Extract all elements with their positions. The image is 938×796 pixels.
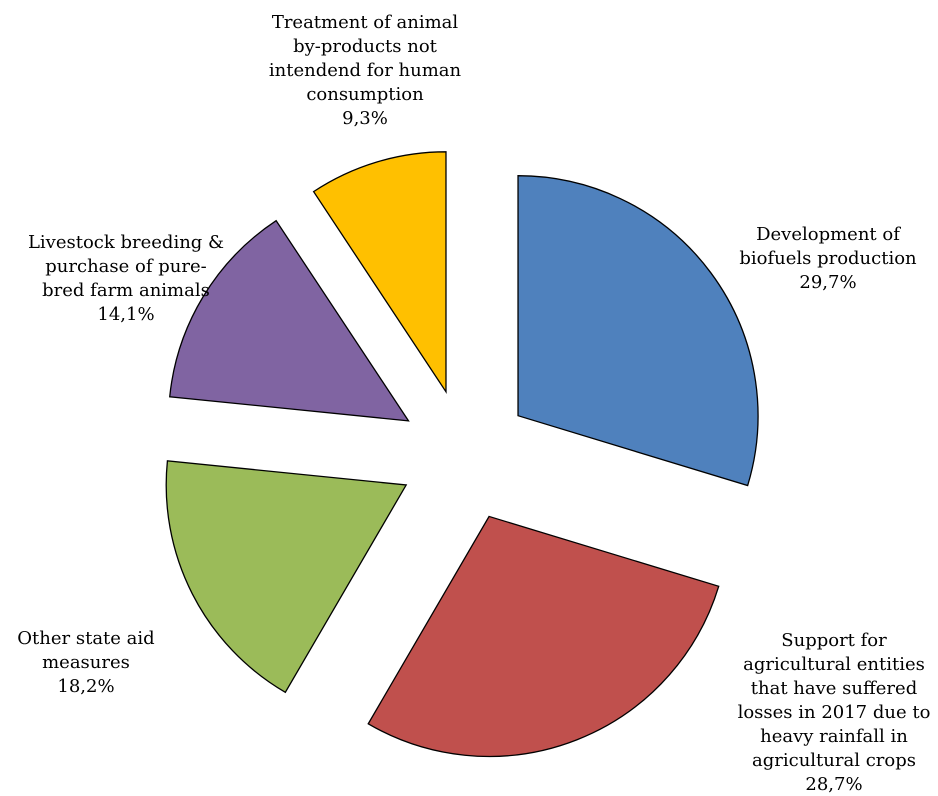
slice-label-line: consumption [306, 84, 424, 105]
pie-slice-4 [169, 219, 410, 422]
slice-label-line: purchase of pure- [45, 256, 206, 277]
slice-label-line: Support for [781, 630, 887, 651]
slice-label-line: Development of [756, 224, 901, 245]
slice-label-line: agricultural crops [752, 750, 916, 771]
pie-slices [165, 151, 759, 758]
slice-label-line: Other state aid [17, 628, 154, 649]
slice-labels: Development of biofuels production 29,7% Su… [17, 12, 930, 795]
slice-label-4: Livestock breeding & purchase of pure-bre… [28, 232, 224, 325]
slice-label-line: bred farm animals [42, 280, 210, 301]
pie-slice-2 [367, 515, 720, 758]
slice-label-3: Other state aid measures 18,2% [17, 628, 154, 697]
slice-label-line: by-products not [293, 36, 438, 57]
slice-label-line: losses in 2017 due to [738, 702, 931, 723]
slice-value-label: 29,7% [799, 272, 856, 293]
slice-label-line: intendend for human [269, 60, 462, 81]
slice-label-line: Treatment of animal [272, 12, 459, 33]
slice-value-label: 18,2% [57, 676, 114, 697]
slice-label-line: heavy rainfall in [760, 726, 908, 747]
pie-slice-5 [312, 151, 447, 394]
slice-label-line: measures [42, 652, 130, 673]
slice-label-line: agricultural entities [743, 654, 925, 675]
pie-slice-3 [165, 460, 408, 694]
slice-label-5: Treatment of animal by-products not intend… [269, 12, 462, 129]
pie-slice-1 [517, 175, 759, 487]
slice-label-line: Livestock breeding & [28, 232, 224, 253]
slice-label-line: biofuels production [739, 248, 917, 269]
slice-value-label: 9,3% [342, 108, 388, 129]
slice-label-line: that have suffered [751, 678, 917, 699]
slice-label-2: Support for agricultural entities that hav… [738, 630, 931, 795]
slice-value-label: 28,7% [805, 774, 862, 795]
slice-label-1: Development of biofuels production 29,7% [739, 224, 917, 293]
slice-value-label: 14,1% [97, 304, 154, 325]
